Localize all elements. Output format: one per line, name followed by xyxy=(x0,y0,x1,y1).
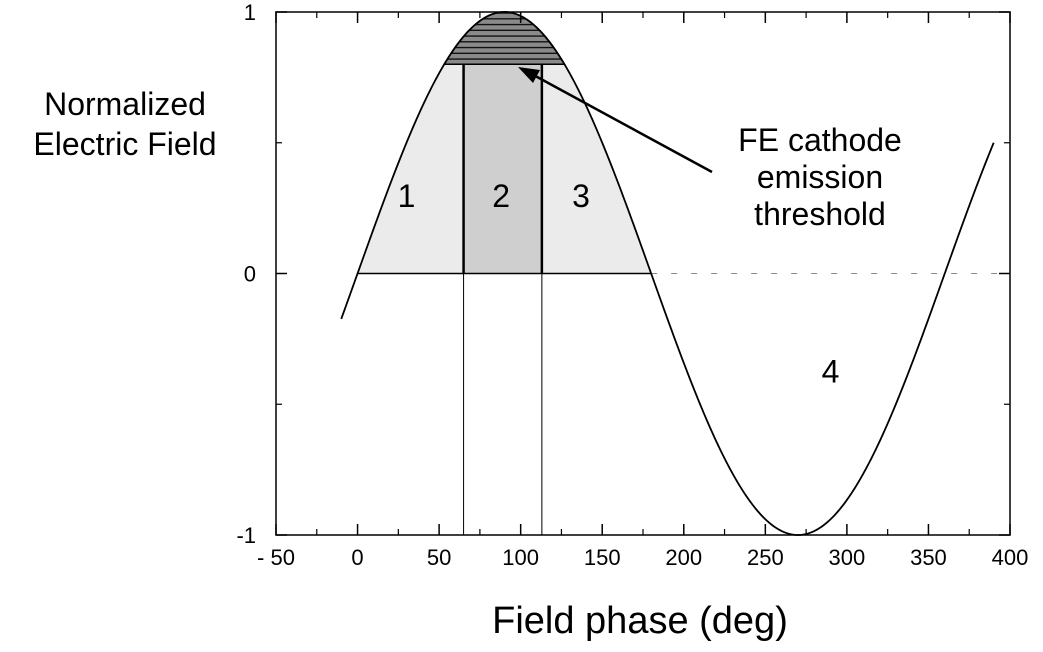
y-axis-label: Normalized Electric Field xyxy=(33,86,217,162)
x-tick-label: 350 xyxy=(910,545,947,570)
x-tick-label: 0 xyxy=(351,545,363,570)
annotation-arrow-line xyxy=(527,70,713,174)
tick-labels: - 50 0 50 100 150 200 250 300 350 400 -1 0 1 xyxy=(236,0,1028,570)
plot-lines xyxy=(340,11,1002,536)
region-fill-dark xyxy=(463,64,542,274)
shaded-regions xyxy=(357,11,652,274)
y-tick-label: 1 xyxy=(244,0,256,25)
region-label-1: 1 xyxy=(398,178,416,214)
x-tick-label: 100 xyxy=(502,545,539,570)
y-tick-label: 0 xyxy=(244,262,256,287)
region-label-3: 3 xyxy=(572,178,590,214)
x-tick-label: 50 xyxy=(427,545,451,570)
x-axis-label: Field phase (deg) xyxy=(492,600,788,642)
x-tick-label: 400 xyxy=(992,545,1029,570)
y-tick-label: -1 xyxy=(236,523,256,548)
x-tick-label: 300 xyxy=(829,545,866,570)
x-tick-label: 150 xyxy=(584,545,621,570)
x-tick-label: 250 xyxy=(747,545,784,570)
threshold-annotation: FE cathode emission threshold xyxy=(738,122,902,232)
region-labels: 1 2 3 4 xyxy=(398,178,840,389)
axes xyxy=(275,11,1011,536)
annotation-arrowhead xyxy=(518,67,540,83)
region-label-2: 2 xyxy=(492,178,510,214)
x-tick-label: 200 xyxy=(665,545,702,570)
sine-curve xyxy=(340,11,995,536)
region-label-4: 4 xyxy=(822,353,840,389)
x-tick-label: - 50 xyxy=(257,545,295,570)
